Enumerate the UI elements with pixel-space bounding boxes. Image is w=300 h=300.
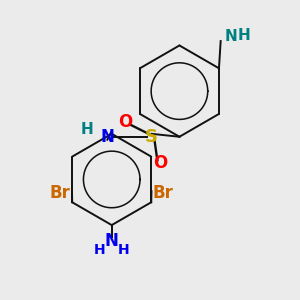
Text: H: H bbox=[118, 243, 129, 257]
Text: H: H bbox=[94, 243, 106, 257]
Text: Br: Br bbox=[50, 184, 70, 202]
Text: N: N bbox=[105, 232, 119, 250]
Text: H: H bbox=[80, 122, 93, 137]
Text: S: S bbox=[145, 128, 158, 146]
Text: N: N bbox=[225, 29, 237, 44]
Text: Br: Br bbox=[153, 184, 174, 202]
Text: N: N bbox=[100, 128, 114, 146]
Text: O: O bbox=[153, 154, 167, 172]
Text: H: H bbox=[238, 28, 250, 43]
Text: O: O bbox=[118, 113, 132, 131]
